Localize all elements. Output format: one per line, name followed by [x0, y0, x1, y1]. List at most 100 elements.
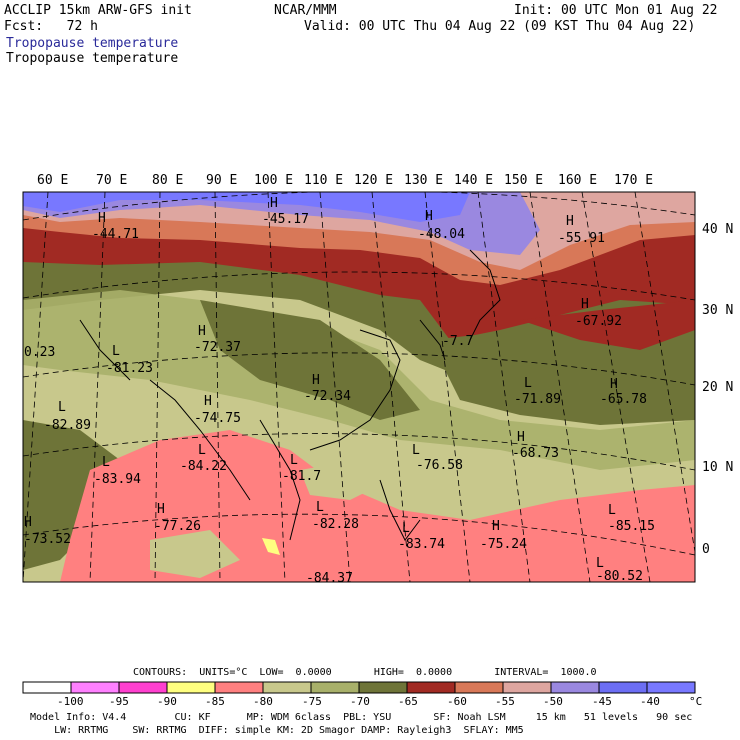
extremum-symbol: H: [581, 297, 589, 312]
colorbar-swatch: [406, 681, 456, 694]
model-info-line2: LW: RRTMG SW: RRTMG DIFF: simple KM: 2D …: [30, 725, 524, 736]
colorbar-swatch: [646, 681, 696, 694]
extremum-symbol: L: [102, 455, 110, 470]
colorbar-swatch: [358, 681, 408, 694]
lon-label: 100 E: [254, 173, 294, 188]
lat-label: 10 N: [702, 460, 734, 475]
extremum-value: -85.15: [608, 519, 655, 534]
extremum-symbol: H: [157, 502, 165, 517]
lon-label: 70 E: [96, 173, 128, 188]
lon-label: 160 E: [558, 173, 598, 188]
extremum-symbol: H: [312, 373, 320, 388]
extremum-value: -68.73: [512, 446, 559, 461]
valid-time: Valid: 00 UTC Thu 04 Aug 22 (09 KST Thu …: [304, 19, 696, 34]
extremum-value: -55.91: [558, 231, 605, 246]
extremum-symbol: L: [402, 521, 410, 536]
extremum-value: -82.89: [44, 418, 91, 433]
extremum-value: -81.23: [106, 361, 153, 376]
lat-label: 30 N: [702, 303, 734, 318]
colorbar-swatch: [262, 681, 312, 694]
extremum-value: -76.58: [416, 458, 463, 473]
colorbar-swatch: [598, 681, 648, 694]
lon-label: 110 E: [304, 173, 344, 188]
center-name: NCAR/MMM: [274, 3, 337, 18]
extremum-value: -77.26: [154, 519, 201, 534]
extremum-value: -67.92: [575, 314, 622, 329]
field-title-contour: Tropopause temperature: [6, 51, 179, 66]
extremum-symbol: L: [412, 443, 420, 458]
map-frame: [22, 191, 696, 583]
colorbar-label: -65: [398, 695, 418, 708]
contour-info: CONTOURS: UNITS=°C LOW= 0.0000 HIGH= 0.0…: [133, 667, 597, 678]
lon-label: 170 E: [614, 173, 654, 188]
colorbar-label: -50: [543, 695, 563, 708]
extremum-symbol: H: [270, 196, 278, 211]
extremum-symbol: H: [492, 519, 500, 534]
extremum-symbol: H: [24, 515, 32, 530]
extremum-value: -48.04: [418, 227, 465, 242]
lon-label: 120 E: [354, 173, 394, 188]
colorbar-label: -100: [57, 695, 84, 708]
colorbar-swatch: [118, 681, 168, 694]
colorbar-label: -60: [447, 695, 467, 708]
extremum-value: -44.71: [92, 227, 139, 242]
lon-label: 80 E: [152, 173, 184, 188]
extremum-value: -71.89: [514, 392, 561, 407]
extremum-value: -7.7: [442, 334, 474, 349]
colorbar-boxes: [22, 681, 696, 694]
lon-label: 130 E: [404, 173, 444, 188]
extremum-symbol: L: [596, 556, 604, 571]
forecast-hour: Fcst: 72 h: [4, 19, 98, 34]
colorbar-label: -80: [253, 695, 273, 708]
lat-label: 20 N: [702, 380, 734, 395]
extremum-symbol: L: [524, 376, 532, 391]
colorbar-unit: °C: [689, 695, 703, 708]
extremum-value: -80.52: [596, 569, 643, 584]
colorbar-swatch: [310, 681, 360, 694]
model-info-line1: Model Info: V4.4 CU: KF MP: WDM 6class P…: [30, 712, 693, 723]
colorbar-swatch: [502, 681, 552, 694]
colorbar-label: -40: [640, 695, 660, 708]
extremum-symbol: H: [198, 324, 206, 339]
extremum-symbol: L: [290, 453, 298, 468]
extremum-value: -74.75: [194, 411, 241, 426]
graticule: [23, 192, 695, 582]
colorbar-label: -90: [157, 695, 177, 708]
model-title: ACCLIP 15km ARW-GFS init: [4, 3, 192, 18]
lon-label: 150 E: [504, 173, 544, 188]
field-title-shaded: Tropopause temperature: [6, 36, 179, 51]
extremum-value: -81.7: [282, 469, 322, 484]
colorbar-swatch: [214, 681, 264, 694]
colorbar-label: -70: [350, 695, 370, 708]
colorbar-label: -75: [302, 695, 322, 708]
extremum-value: -75.24: [480, 537, 527, 552]
extremum-symbol: H: [98, 211, 106, 226]
extremum-value: -45.17: [262, 212, 309, 227]
extremum-symbol: H: [425, 209, 433, 224]
extremum-symbol: L: [316, 500, 324, 515]
lon-label: 90 E: [206, 173, 238, 188]
extremum-value: -72.37: [194, 340, 241, 355]
extremum-value: -65.78: [600, 392, 647, 407]
extremum-symbol: H: [204, 394, 212, 409]
colorbar-label: -95: [109, 695, 129, 708]
colorbar-swatch: [22, 681, 72, 694]
extremum-value: -82.28: [312, 517, 359, 532]
colorbar-swatch: [550, 681, 600, 694]
extremum-symbol: H: [566, 214, 574, 229]
extremum-symbol: L: [198, 443, 206, 458]
init-time: Init: 00 UTC Mon 01 Aug 22: [514, 3, 718, 18]
extremum-symbol: L: [112, 344, 120, 359]
extremum-symbol: L: [608, 503, 616, 518]
extremum-value: 0.23: [24, 345, 56, 360]
extremum-value: -73.52: [24, 532, 71, 547]
extremum-symbol: L: [58, 400, 66, 415]
colorbar-label: -55: [495, 695, 515, 708]
colorbar-swatch: [70, 681, 120, 694]
extremum-value: -84.22: [180, 459, 227, 474]
lon-label: 140 E: [454, 173, 494, 188]
colorbar-label: -85: [205, 695, 225, 708]
shaded-field: [23, 192, 695, 582]
coastlines: [79, 249, 501, 541]
